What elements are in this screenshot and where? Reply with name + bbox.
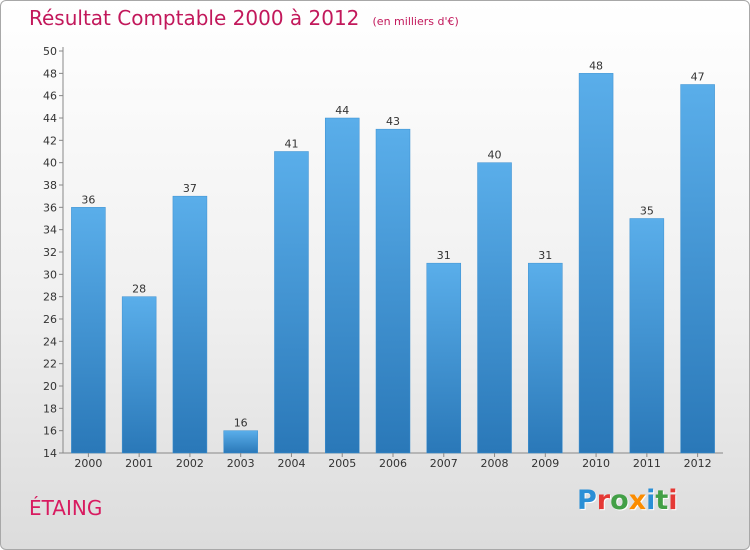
y-tick-label: 40 <box>43 157 57 170</box>
x-tick-label: 2010 <box>582 457 610 470</box>
y-tick-label: 44 <box>43 112 57 125</box>
bar-value-label: 35 <box>640 205 654 218</box>
logo-letter: i <box>668 485 678 516</box>
y-tick-label: 42 <box>43 134 57 147</box>
x-tick-label: 2005 <box>328 457 356 470</box>
bar <box>477 162 512 454</box>
title-row: Résultat Comptable 2000 à 2012 (en milli… <box>29 6 459 30</box>
x-tick-label: 2012 <box>684 457 712 470</box>
commune-name: ÉTAING <box>29 496 103 520</box>
bar <box>324 117 360 454</box>
y-tick-label: 50 <box>43 45 57 58</box>
y-tick-label: 20 <box>43 380 57 393</box>
bar-value-label: 48 <box>589 59 603 72</box>
chart-subtitle: (en milliers d'€) <box>372 15 459 28</box>
bar <box>71 207 106 454</box>
bar <box>680 84 715 454</box>
x-tick-label: 2011 <box>633 457 661 470</box>
bar <box>375 128 411 454</box>
bar-value-label: 37 <box>183 182 197 195</box>
x-tick-label: 2006 <box>379 457 407 470</box>
proxiti-logo[interactable]: Proxiti <box>577 485 678 516</box>
logo-letter: t <box>655 485 669 516</box>
bar <box>223 430 258 454</box>
y-tick-label: 24 <box>43 335 57 348</box>
bar-value-label: 44 <box>335 104 349 117</box>
logo-letter: o <box>610 485 629 516</box>
y-tick-label: 26 <box>43 313 57 326</box>
x-tick-label: 2003 <box>227 457 255 470</box>
bar <box>578 73 614 454</box>
y-tick-label: 48 <box>43 67 57 80</box>
y-tick-label: 28 <box>43 291 57 304</box>
bar <box>426 262 462 454</box>
bar-value-label: 31 <box>538 249 552 262</box>
logo-letter: P <box>577 485 597 516</box>
y-tick-label: 22 <box>43 358 57 371</box>
x-tick-label: 2001 <box>125 457 153 470</box>
y-tick-label: 30 <box>43 268 57 281</box>
y-tick-label: 36 <box>43 201 57 214</box>
bar-value-label: 40 <box>488 149 502 162</box>
bar <box>528 262 563 454</box>
x-tick-label: 2009 <box>531 457 559 470</box>
y-tick-label: 34 <box>43 224 57 237</box>
bar-value-label: 36 <box>81 193 95 206</box>
bar-value-label: 28 <box>132 283 146 296</box>
x-tick-label: 2000 <box>74 457 102 470</box>
bar-value-label: 31 <box>437 249 451 262</box>
y-tick-label: 38 <box>43 179 57 192</box>
bar <box>629 218 665 454</box>
y-tick-label: 46 <box>43 90 57 103</box>
x-tick-label: 2004 <box>277 457 305 470</box>
bar-value-label: 16 <box>234 417 248 430</box>
bar <box>172 195 208 454</box>
y-tick-label: 32 <box>43 246 57 259</box>
y-tick-label: 18 <box>43 402 57 415</box>
logo-letter: r <box>596 485 611 516</box>
logo-letter: i <box>646 485 656 516</box>
bar <box>274 151 309 454</box>
bar <box>121 296 157 454</box>
x-tick-label: 2002 <box>176 457 204 470</box>
x-tick-label: 2008 <box>481 457 509 470</box>
x-tick-label: 2007 <box>430 457 458 470</box>
logo-letter: x <box>628 485 647 516</box>
bar-value-label: 41 <box>284 138 298 151</box>
bar-value-label: 47 <box>691 71 705 84</box>
y-tick-label: 16 <box>43 425 57 438</box>
bar-value-label: 43 <box>386 115 400 128</box>
y-tick-label: 14 <box>43 447 57 460</box>
chart-title: Résultat Comptable 2000 à 2012 <box>29 6 360 30</box>
